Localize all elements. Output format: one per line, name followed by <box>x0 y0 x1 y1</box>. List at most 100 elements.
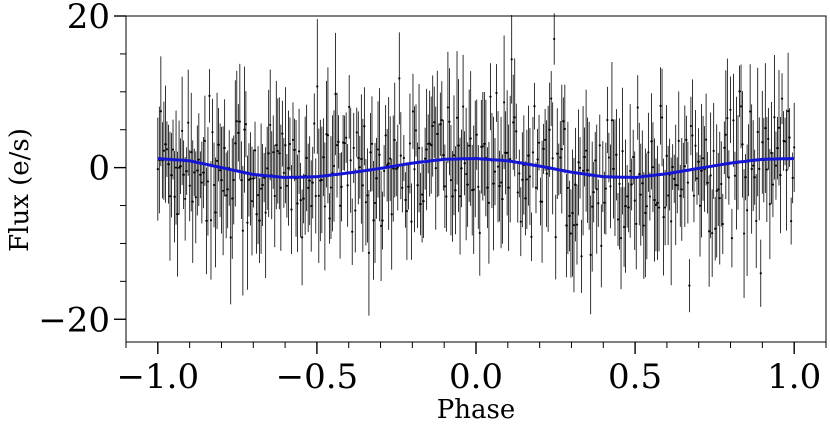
data-point <box>302 197 305 200</box>
data-point <box>597 202 600 205</box>
data-point <box>712 149 715 153</box>
data-point <box>563 127 566 131</box>
data-point <box>729 108 732 111</box>
data-point <box>167 163 170 166</box>
data-point <box>291 138 295 142</box>
data-point <box>393 138 396 142</box>
data-point <box>622 225 626 229</box>
data-point <box>565 224 568 227</box>
data-point <box>288 142 292 146</box>
data-point <box>680 188 683 191</box>
data-point <box>225 194 228 197</box>
data-point <box>392 167 395 170</box>
data-point <box>243 128 246 131</box>
data-point <box>446 106 450 109</box>
data-point <box>767 137 770 141</box>
data-point <box>285 184 289 187</box>
data-point <box>214 211 217 214</box>
data-point <box>475 133 478 136</box>
data-point <box>440 118 443 122</box>
data-point <box>671 165 674 169</box>
data-point <box>714 227 717 230</box>
data-point <box>493 170 497 173</box>
data-point <box>787 109 790 113</box>
data-point <box>436 132 439 136</box>
data-point <box>360 157 363 161</box>
data-point <box>486 186 489 189</box>
data-point <box>560 148 563 151</box>
data-point <box>337 140 340 143</box>
data-point <box>733 174 737 177</box>
data-point <box>477 185 480 189</box>
data-point <box>715 189 718 193</box>
data-point <box>367 251 371 254</box>
data-point <box>307 186 310 189</box>
data-point <box>559 156 562 159</box>
data-point <box>194 196 197 199</box>
data-point <box>334 92 337 96</box>
data-point <box>357 156 360 160</box>
data-point <box>498 185 501 188</box>
data-point <box>688 284 691 287</box>
data-point <box>284 144 287 147</box>
data-point <box>598 144 601 147</box>
data-point <box>433 121 436 124</box>
data-point <box>741 143 744 146</box>
data-point <box>656 201 659 205</box>
y-tick-label: 0 <box>88 149 110 189</box>
data-point <box>181 129 184 132</box>
data-point <box>244 122 248 126</box>
data-point <box>578 166 582 169</box>
data-point <box>648 195 651 198</box>
data-point <box>370 142 374 145</box>
data-point <box>595 188 598 191</box>
data-point <box>499 181 503 184</box>
data-point <box>525 178 528 181</box>
data-point <box>624 205 627 208</box>
data-point <box>311 181 314 184</box>
data-point <box>345 136 348 139</box>
data-point <box>185 169 188 173</box>
data-point <box>246 221 249 224</box>
data-point <box>363 125 366 128</box>
data-point <box>489 95 492 98</box>
data-point <box>361 184 364 187</box>
data-point <box>606 118 609 122</box>
data-point <box>460 167 463 170</box>
data-point <box>653 198 656 202</box>
data-point <box>316 85 319 88</box>
data-point <box>478 231 481 235</box>
data-point <box>764 127 767 130</box>
data-point <box>780 97 784 100</box>
data-point <box>203 139 206 142</box>
data-point <box>170 174 173 177</box>
data-point <box>197 158 200 161</box>
data-point <box>264 211 267 214</box>
data-point <box>774 164 778 167</box>
data-point <box>252 177 255 180</box>
data-point <box>413 168 416 171</box>
data-point <box>267 152 270 155</box>
data-point <box>358 166 361 169</box>
data-point <box>551 157 554 160</box>
data-point <box>536 158 539 161</box>
data-point <box>411 110 415 113</box>
data-point <box>383 169 386 173</box>
data-point <box>723 146 726 149</box>
data-point <box>746 209 749 212</box>
data-point <box>215 159 219 162</box>
data-point <box>483 142 486 145</box>
data-point <box>773 116 776 119</box>
data-point <box>581 169 585 172</box>
data-point <box>524 197 527 200</box>
data-point <box>156 168 159 171</box>
data-point <box>376 148 380 151</box>
data-point <box>695 177 699 180</box>
data-point <box>790 220 793 223</box>
data-point <box>451 195 454 198</box>
data-point <box>419 202 422 206</box>
data-point <box>171 148 175 151</box>
data-point <box>235 120 238 123</box>
data-point <box>420 193 424 196</box>
